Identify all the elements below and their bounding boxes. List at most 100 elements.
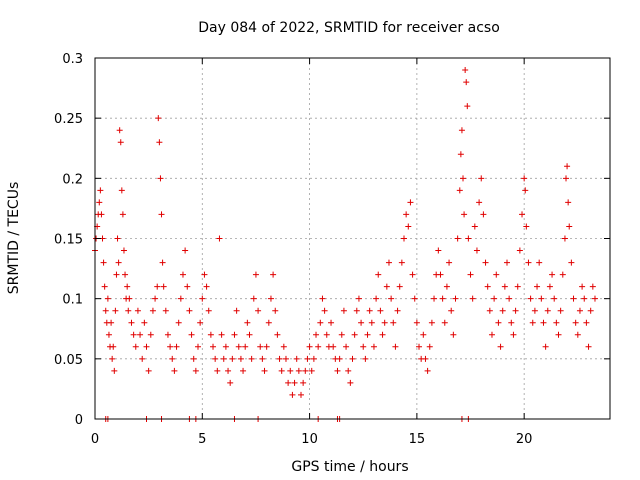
data-point [101, 283, 108, 290]
x-tick-label: 10 [301, 432, 318, 447]
plot-frame [94, 57, 611, 420]
data-point [553, 319, 560, 326]
data-point [581, 295, 588, 302]
data-point [261, 367, 268, 374]
data-point [441, 319, 448, 326]
data-point [201, 271, 208, 278]
y-tick-label: 0.1 [62, 293, 83, 308]
data-point [112, 307, 119, 314]
data-point [285, 379, 292, 386]
data-point [464, 103, 471, 110]
data-point [96, 199, 103, 206]
data-point [188, 331, 195, 338]
data-point [478, 175, 485, 182]
data-point [199, 295, 206, 302]
data-point [216, 235, 223, 242]
data-point [295, 367, 302, 374]
y-tick-label: 0.3 [62, 52, 83, 67]
data-point [454, 235, 461, 242]
data-point [540, 319, 547, 326]
data-point [214, 367, 221, 374]
data-point [424, 367, 431, 374]
data-point [411, 295, 418, 302]
data-point [561, 235, 568, 242]
data-point [531, 307, 538, 314]
data-point [159, 259, 166, 266]
data-point [568, 259, 575, 266]
data-point [555, 331, 562, 338]
data-point [439, 295, 446, 302]
data-point [559, 271, 566, 278]
data-point [113, 271, 120, 278]
data-point [182, 247, 189, 254]
data-point [574, 331, 581, 338]
data-point [293, 355, 300, 362]
data-point [162, 307, 169, 314]
data-point [210, 343, 217, 350]
data-point [401, 235, 407, 242]
data-point [565, 199, 572, 206]
data-point [514, 283, 521, 290]
data-point [122, 271, 129, 278]
data-point [139, 355, 146, 362]
data-point [519, 211, 526, 218]
data-point [160, 283, 167, 290]
data-point [340, 307, 347, 314]
data-point [512, 307, 519, 314]
data-point [523, 223, 530, 230]
data-point [353, 307, 360, 314]
data-point [368, 319, 375, 326]
data-point [167, 343, 174, 350]
data-point [248, 355, 255, 362]
data-point [549, 271, 556, 278]
data-point [583, 319, 590, 326]
data-point [493, 271, 500, 278]
data-point [192, 367, 199, 374]
x-tick-label: 0 [91, 432, 99, 447]
data-point [203, 283, 210, 290]
data-point [158, 211, 165, 218]
data-point [390, 319, 397, 326]
data-point [119, 211, 126, 218]
data-point [544, 307, 551, 314]
data-point [381, 319, 388, 326]
data-point [145, 367, 152, 374]
data-point [458, 127, 465, 134]
data-point [360, 343, 367, 350]
data-point [557, 307, 564, 314]
data-point [323, 331, 330, 338]
data-point [463, 79, 470, 86]
data-point [570, 295, 577, 302]
data-points [92, 67, 598, 422]
data-point [358, 319, 365, 326]
data-point [388, 295, 395, 302]
data-point [409, 271, 416, 278]
data-point [321, 307, 328, 314]
data-point [351, 331, 358, 338]
data-point [171, 367, 178, 374]
data-point [313, 331, 320, 338]
data-point [355, 295, 362, 302]
grid-lines [95, 58, 610, 419]
data-point [398, 259, 405, 266]
data-point [252, 271, 259, 278]
y-tick-label: 0.25 [54, 112, 83, 127]
data-point [469, 295, 476, 302]
data-point [220, 355, 227, 362]
data-point [504, 259, 510, 266]
data-point [169, 355, 176, 362]
data-point [499, 307, 506, 314]
data-point [448, 307, 455, 314]
data-point [141, 319, 148, 326]
data-point [521, 175, 528, 182]
data-point [488, 331, 495, 338]
data-point [304, 355, 311, 362]
data-point [506, 295, 513, 302]
data-point [563, 175, 570, 182]
data-point [308, 367, 315, 374]
data-point [237, 355, 244, 362]
data-point [257, 343, 264, 350]
data-point [345, 367, 352, 374]
data-point [197, 319, 204, 326]
data-point [437, 271, 444, 278]
